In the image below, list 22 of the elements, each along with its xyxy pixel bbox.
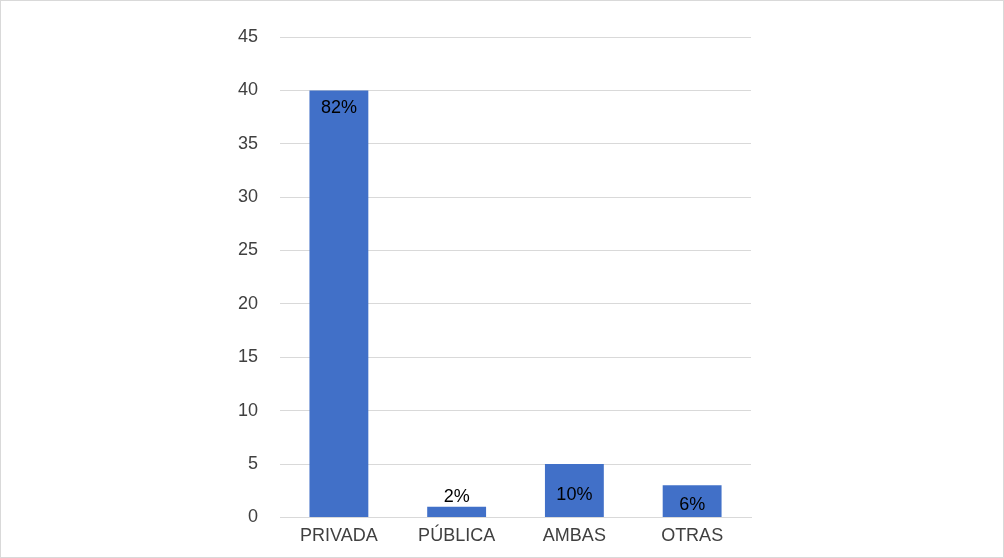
bar xyxy=(544,464,604,517)
y-tick-label: 10 xyxy=(237,399,259,420)
x-tick-label: PÚBLICA xyxy=(418,524,496,546)
annotation: 10% xyxy=(556,483,593,504)
y-tick-label: 15 xyxy=(237,346,259,367)
y-tick-label: 45 xyxy=(237,25,259,46)
annotation: 6% xyxy=(679,494,706,515)
x-tick-label: PRIVADA xyxy=(300,525,378,546)
y-tick-label: 0 xyxy=(248,506,259,527)
annotation: 2% xyxy=(443,485,470,506)
y-tick-label: 5 xyxy=(248,452,259,473)
y-tick-label: 25 xyxy=(237,239,259,260)
x-tick-label: AMBAS xyxy=(542,525,606,546)
annotation: 82% xyxy=(320,97,357,118)
y-tick-label: 30 xyxy=(237,186,259,207)
bar xyxy=(662,485,722,517)
y-tick-label: 35 xyxy=(237,132,259,153)
bar xyxy=(309,90,369,517)
x-tick-label: OTRAS xyxy=(661,525,724,546)
y-tick-label: 40 xyxy=(237,79,259,100)
y-tick-label: 20 xyxy=(237,292,259,313)
bar xyxy=(427,506,487,517)
